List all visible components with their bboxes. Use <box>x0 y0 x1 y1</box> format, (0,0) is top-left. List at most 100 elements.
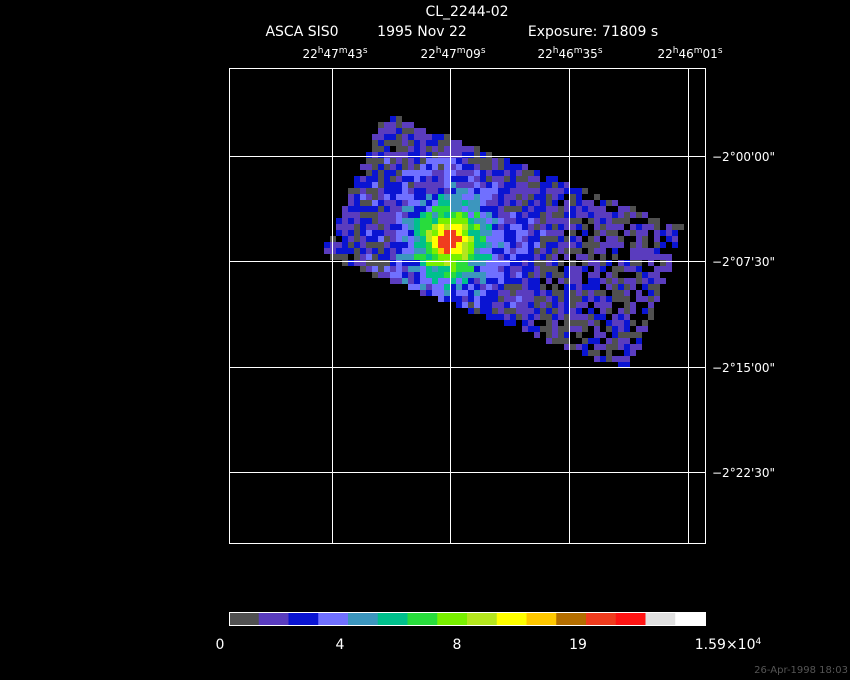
image-pixel <box>378 128 384 134</box>
image-pixel <box>354 182 360 188</box>
image-pixel <box>486 278 492 284</box>
image-pixel <box>414 194 420 200</box>
image-pixel <box>384 242 390 248</box>
image-pixel <box>444 194 450 200</box>
image-pixel <box>402 122 408 128</box>
image-pixel <box>426 266 432 272</box>
image-pixel <box>432 224 438 230</box>
image-pixel <box>384 146 390 152</box>
image-pixel <box>624 314 630 320</box>
image-pixel <box>342 260 348 266</box>
image-pixel <box>432 206 438 212</box>
image-pixel <box>546 326 552 332</box>
image-pixel <box>534 314 540 320</box>
image-pixel <box>546 296 552 302</box>
image-pixel <box>612 356 618 362</box>
image-pixel <box>540 266 546 272</box>
image-pixel <box>594 332 600 338</box>
image-pixel <box>630 350 636 356</box>
image-pixel <box>360 164 366 170</box>
image-pixel <box>624 338 630 344</box>
image-pixel <box>498 242 504 248</box>
image-pixel <box>546 272 552 278</box>
image-pixel <box>594 302 600 308</box>
image-pixel <box>402 188 408 194</box>
image-pixel <box>408 140 414 146</box>
image-pixel <box>408 272 414 278</box>
image-pixel <box>600 206 606 212</box>
image-pixel <box>552 326 558 332</box>
image-pixel <box>516 248 522 254</box>
image-pixel <box>480 176 486 182</box>
image-pixel <box>498 164 504 170</box>
image-pixel <box>588 338 594 344</box>
timestamp: 26-Apr-1998 18:03 <box>754 665 848 676</box>
image-pixel <box>468 224 474 230</box>
image-pixel <box>612 272 618 278</box>
image-pixel <box>564 326 570 332</box>
image-pixel <box>438 158 444 164</box>
image-pixel <box>666 260 672 266</box>
ra-label-part: 09 <box>466 47 481 61</box>
image-pixel <box>402 152 408 158</box>
image-pixel <box>636 266 642 272</box>
image-pixel <box>528 170 534 176</box>
image-pixel <box>360 254 366 260</box>
image-pixel <box>360 230 366 236</box>
image-pixel <box>528 236 534 242</box>
ra-label-part: 22 <box>302 47 317 61</box>
image-pixel <box>390 200 396 206</box>
image-pixel <box>534 326 540 332</box>
image-pixel <box>444 170 450 176</box>
image-pixel <box>576 344 582 350</box>
image-pixel <box>540 290 546 296</box>
image-pixel <box>372 182 378 188</box>
image-pixel <box>522 248 528 254</box>
image-pixel <box>594 248 600 254</box>
image-pixel <box>570 224 576 230</box>
image-pixel <box>546 194 552 200</box>
image-pixel <box>336 248 342 254</box>
ra-label-part: 46 <box>678 47 693 61</box>
image-pixel <box>414 266 420 272</box>
image-pixel <box>564 320 570 326</box>
image-pixel <box>546 320 552 326</box>
image-pixel <box>594 356 600 362</box>
image-pixel <box>456 212 462 218</box>
image-pixel <box>552 212 558 218</box>
image-pixel <box>354 194 360 200</box>
colorbar-cell <box>645 612 676 625</box>
image-pixel <box>456 176 462 182</box>
image-pixel <box>474 284 480 290</box>
image-pixel <box>636 242 642 248</box>
image-pixel <box>516 254 522 260</box>
image-pixel <box>396 206 402 212</box>
image-pixel <box>510 236 516 242</box>
image-pixel <box>564 266 570 272</box>
image-pixel <box>480 206 486 212</box>
image-pixel <box>414 236 420 242</box>
image-pixel <box>444 284 450 290</box>
image-pixel <box>468 296 474 302</box>
ra-label-part: h <box>553 46 559 56</box>
image-pixel <box>438 236 444 242</box>
image-pixel <box>558 206 564 212</box>
image-pixel <box>570 212 576 218</box>
image-pixel <box>450 200 456 206</box>
image-pixel <box>378 146 384 152</box>
image-pixel <box>606 200 612 206</box>
image-pixel <box>606 338 612 344</box>
image-pixel <box>414 176 420 182</box>
image-pixel <box>420 194 426 200</box>
image-pixel <box>522 308 528 314</box>
image-pixel <box>636 236 642 242</box>
image-pixel <box>486 272 492 278</box>
image-pixel <box>444 164 450 170</box>
image-pixel <box>534 188 540 194</box>
image-pixel <box>630 284 636 290</box>
image-pixel <box>504 176 510 182</box>
ra-label-part: 47 <box>441 47 456 61</box>
image-pixel <box>480 194 486 200</box>
image-pixel <box>468 278 474 284</box>
image-pixel <box>522 302 528 308</box>
